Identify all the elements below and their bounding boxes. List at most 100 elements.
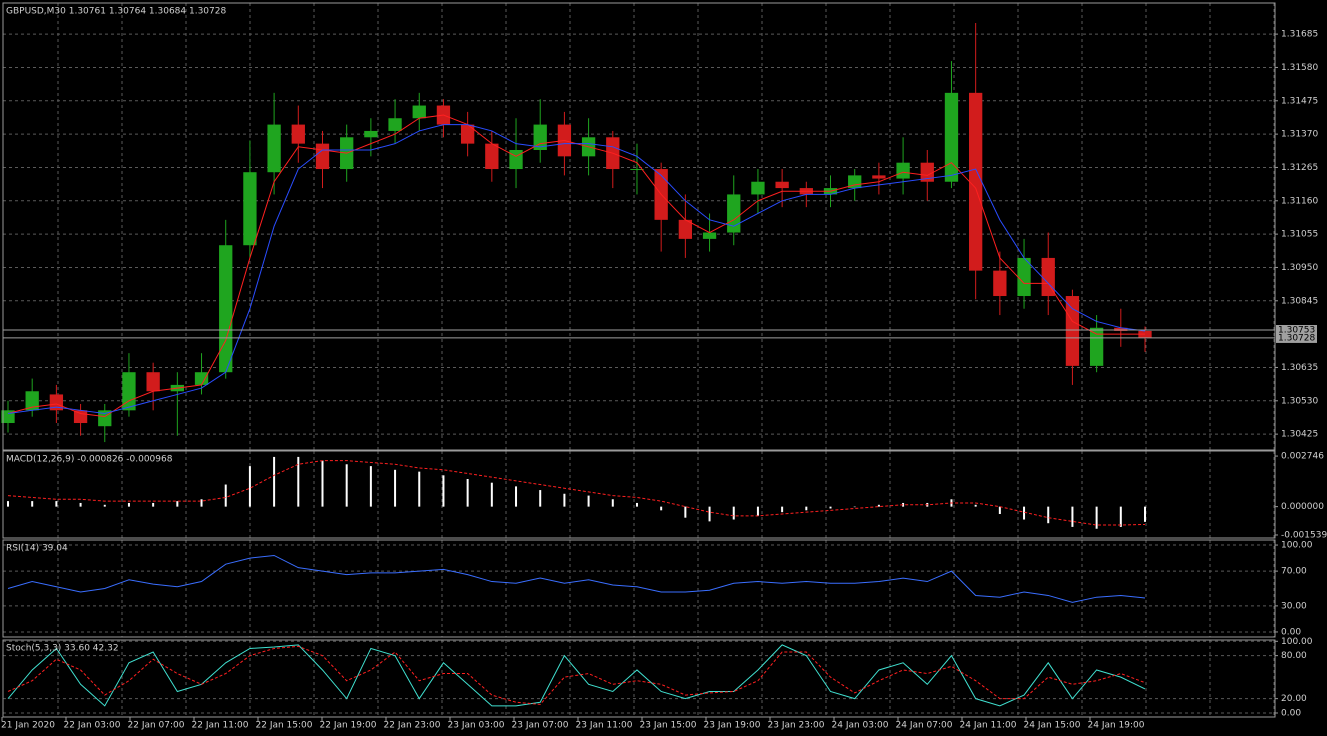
histogram-bar — [103, 504, 106, 507]
y-tick-label: 1.31370 — [1281, 130, 1318, 140]
candle-body — [460, 124, 475, 144]
y-tick-label: 1.30530 — [1281, 396, 1318, 406]
histogram-bar — [55, 501, 58, 507]
x-tick-label: 22 Jan 11:00 — [192, 721, 249, 731]
candle-body — [267, 124, 281, 173]
y-tick-label: 0.00 — [1281, 627, 1301, 637]
x-tick-label: 23 Jan 15:00 — [640, 721, 697, 731]
y-tick-label: 20.00 — [1281, 694, 1307, 704]
panel-frame — [2, 450, 1276, 539]
candle-body — [412, 105, 426, 119]
candle-body — [243, 172, 257, 246]
histogram-bar — [127, 502, 130, 507]
candle-body — [920, 162, 934, 182]
candle-body — [727, 194, 741, 233]
panel-frame — [2, 2, 1276, 451]
histogram-bar — [756, 506, 759, 516]
indicator-line — [7, 644, 1146, 707]
histogram-bar — [394, 469, 397, 507]
x-tick-label: 22 Jan 03:00 — [64, 721, 121, 731]
candle-body — [1114, 327, 1128, 331]
candle-body — [485, 143, 499, 170]
candle-body — [1017, 257, 1031, 297]
y-tick-label: 1.31160 — [1281, 196, 1318, 206]
x-tick-label: 23 Jan 07:00 — [512, 721, 569, 731]
y-tick-label: 0.00 — [1281, 708, 1301, 718]
y-tick-label: 1.30845 — [1281, 296, 1318, 306]
candle-body — [194, 372, 209, 385]
y-tick-label: 1.31265 — [1281, 163, 1318, 173]
histogram-bar — [31, 501, 34, 507]
candle-body — [1089, 327, 1104, 366]
histogram-bar — [1119, 506, 1122, 527]
y-tick-label: 1.31580 — [1281, 63, 1318, 73]
histogram-bar — [200, 499, 203, 507]
indicator-line — [7, 554, 1146, 603]
y-tick-label: 70.00 — [1281, 567, 1307, 577]
candle-body — [775, 181, 789, 189]
histogram-bar — [418, 471, 421, 507]
candle-body — [25, 391, 39, 411]
histogram-bar — [345, 464, 348, 507]
panel-title: RSI(14) 39.04 — [6, 544, 68, 554]
histogram-bar — [708, 506, 711, 522]
candle-body — [49, 394, 64, 411]
candle-body — [678, 219, 693, 239]
candle-body — [1065, 296, 1080, 366]
x-tick-label: 22 Jan 15:00 — [256, 721, 313, 731]
indicator-line — [7, 645, 1146, 705]
y-tick-label: 80.00 — [1281, 651, 1307, 661]
histogram-bar — [829, 506, 832, 509]
indicator-line — [7, 460, 1146, 526]
y-tick-label: 0.002746 — [1281, 452, 1324, 462]
x-tick-label: 23 Jan 11:00 — [576, 721, 633, 731]
candle-body — [751, 181, 765, 195]
price-box — [1276, 332, 1317, 343]
y-tick-label: 1.31685 — [1281, 30, 1318, 40]
candle-body — [509, 149, 523, 170]
panel-frame — [2, 539, 1276, 638]
candle-body — [944, 92, 959, 182]
candle-body — [896, 162, 910, 179]
candle-body — [872, 175, 886, 179]
y-tick-label: 1.30950 — [1281, 263, 1318, 273]
histogram-bar — [974, 504, 977, 507]
x-tick-label: 21 Jan 2020 — [1, 721, 55, 731]
x-tick-label: 22 Jan 19:00 — [320, 721, 377, 731]
x-tick-label: 24 Jan 07:00 — [896, 721, 953, 731]
candle-body — [702, 232, 717, 239]
y-tick-label: 100.00 — [1281, 541, 1313, 551]
panel-title: GBPUSD,M30 1.30761 1.30764 1.30684 1.307… — [6, 7, 226, 17]
candle-body — [630, 169, 644, 171]
x-tick-label: 23 Jan 23:00 — [768, 721, 825, 731]
histogram-bar — [515, 486, 518, 507]
histogram-bar — [877, 504, 880, 507]
candle-body — [291, 124, 305, 144]
y-tick-label: 1.31475 — [1281, 96, 1318, 106]
x-tick-label: 22 Jan 23:00 — [384, 721, 441, 731]
histogram-bar — [1071, 506, 1074, 527]
y-tick-label: 1.31055 — [1281, 230, 1318, 240]
histogram-bar — [587, 495, 590, 507]
histogram-bar — [321, 460, 324, 507]
histogram-bar — [781, 506, 784, 513]
price-label: 1.30753 — [1278, 325, 1315, 335]
histogram-bar — [369, 466, 372, 507]
x-tick-label: 22 Jan 07:00 — [128, 721, 185, 731]
histogram-bar — [732, 506, 735, 520]
candle-body — [969, 92, 983, 271]
histogram-bar — [563, 493, 566, 507]
price-box — [1276, 324, 1317, 335]
histogram-bar — [853, 506, 856, 508]
candle-body — [993, 270, 1007, 297]
candle-body — [315, 143, 330, 170]
candle-body — [388, 118, 402, 131]
histogram-bar — [635, 502, 638, 507]
x-tick-label: 24 Jan 15:00 — [1024, 721, 1081, 731]
histogram-bar — [7, 501, 9, 507]
histogram-bar — [684, 506, 687, 518]
histogram-bar — [998, 506, 1001, 515]
histogram-bar — [273, 456, 276, 507]
